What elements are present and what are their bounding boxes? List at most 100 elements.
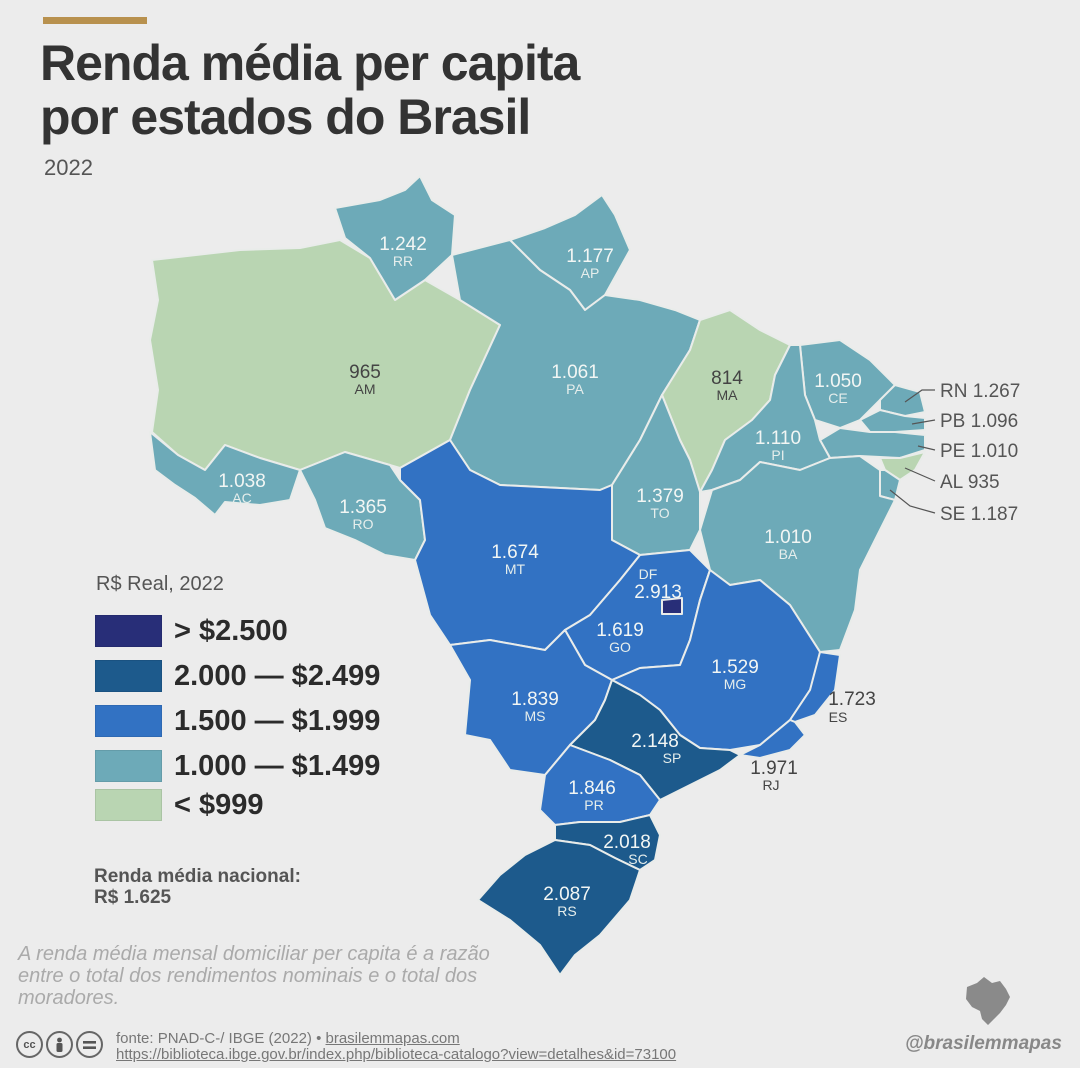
callout-line-AL: [904, 467, 936, 482]
abbr-ES: ES: [829, 709, 848, 725]
legend-item-gt-2500: > $2.500: [95, 614, 288, 648]
callout-line-SE: [889, 489, 936, 514]
callout-line-RN: [904, 389, 935, 403]
legend-item-1500-1999: 1.500 — $1.999: [95, 704, 380, 738]
legend-item-1000-1499: 1.000 — $1.499: [95, 749, 380, 783]
value-AM: 965: [349, 362, 381, 383]
cc-icon: cc: [16, 1031, 43, 1058]
source-credit: fonte: PNAD-C-/ IBGE (2022) • brasilemma…: [116, 1031, 676, 1063]
abbr-PR: PR: [584, 797, 603, 813]
value-AC: 1.038: [218, 471, 266, 492]
state-RR: [334, 175, 456, 301]
callout-RN: RN 1.267: [940, 381, 1020, 402]
label-SC: 2.018 SC: [603, 832, 651, 867]
value-DF: 2.913: [634, 582, 682, 603]
legend-swatch: [95, 750, 162, 782]
label-ES: 1.723 ES: [828, 689, 876, 725]
abbr-MS: MS: [525, 708, 546, 724]
value-BA: 1.010: [764, 527, 812, 548]
abbr-PA: PA: [566, 381, 584, 397]
callout-PB: PB 1.096: [940, 411, 1018, 432]
value-PI: 1.110: [755, 428, 801, 449]
state-ES: [789, 651, 841, 723]
label-RS: 2.087 RS: [543, 884, 591, 919]
abbr-SP: SP: [663, 750, 682, 766]
legend-label: > $2.500: [174, 614, 288, 647]
value-GO: 1.619: [596, 620, 644, 641]
legend-label: 2.000 — $2.499: [174, 659, 381, 692]
national-average-label: Renda média nacional:: [94, 866, 301, 887]
value-RO: 1.365: [339, 497, 387, 518]
abbr-MT: MT: [505, 561, 526, 577]
abbr-PI: PI: [771, 447, 784, 463]
state-RS: [477, 839, 641, 976]
legend-label: < $999: [174, 788, 264, 821]
year-subtitle: 2022: [44, 155, 93, 180]
title-line-1: Renda média per capita: [40, 35, 580, 91]
value-RR: 1.242: [379, 234, 427, 255]
abbr-GO: GO: [609, 639, 631, 655]
abbr-RS: RS: [557, 903, 576, 919]
legend-label: 1.500 — $1.999: [174, 704, 381, 737]
label-TO: 1.379 TO: [636, 486, 684, 521]
value-SP: 2.148: [631, 731, 679, 752]
abbr-CE: CE: [828, 390, 847, 406]
label-GO: 1.619 GO: [596, 620, 644, 655]
legend-item-2000-2499: 2.000 — $2.499: [95, 659, 380, 693]
legend-item-lt-999: < $999: [95, 788, 264, 822]
legend-swatch: [95, 705, 162, 737]
social-handle: @brasilemmapas: [905, 1033, 1062, 1054]
abbr-BA: BA: [779, 546, 798, 562]
source-text: fonte: PNAD-C-/ IBGE (2022) •: [116, 1030, 326, 1047]
callout-SE: SE 1.187: [940, 504, 1018, 525]
abbr-MG: MG: [724, 676, 747, 692]
abbr-RJ: RJ: [762, 777, 779, 793]
value-MG: 1.529: [711, 657, 759, 678]
label-AP: 1.177 AP: [566, 246, 614, 281]
abbr-SC: SC: [628, 851, 647, 867]
legend-swatch: [95, 789, 162, 821]
label-PA: 1.061 PA: [551, 362, 599, 397]
national-average: Renda média nacional: R$ 1.625: [94, 866, 301, 908]
nd-icon: [76, 1031, 103, 1058]
callout-line-PE: [917, 445, 936, 451]
page-title: Renda média per capita por estados do Br…: [40, 35, 580, 145]
label-AM: 965 AM: [349, 362, 381, 397]
value-AP: 1.177: [566, 246, 614, 267]
label-RJ: 1.971 RJ: [750, 758, 798, 793]
value-ES: 1.723: [828, 689, 876, 710]
label-PR: 1.846 PR: [568, 778, 616, 813]
legend-swatch: [95, 660, 162, 692]
source-url-link[interactable]: https://biblioteca.ibge.gov.br/index.php…: [116, 1046, 677, 1063]
label-MG: 1.529 MG: [711, 657, 759, 692]
value-TO: 1.379: [636, 486, 684, 507]
state-DF: [661, 597, 683, 615]
legend-title: R$ Real, 2022: [96, 573, 224, 595]
source-site-link[interactable]: brasilemmapas.com: [325, 1030, 460, 1047]
title-accent-bar: [43, 17, 147, 24]
value-CE: 1.050: [814, 371, 862, 392]
by-icon: [46, 1031, 73, 1058]
state-PE: [819, 427, 926, 459]
title-line-2: por estados do Brasil: [40, 89, 531, 145]
state-SP: [569, 679, 741, 801]
label-MS: 1.839 MS: [511, 689, 559, 724]
label-DF: DF 2.913: [634, 566, 682, 603]
label-CE: 1.050 CE: [814, 371, 862, 406]
callout-line-PB: [911, 419, 936, 425]
label-SP: 2.148 SP: [631, 731, 681, 766]
abbr-TO: TO: [650, 505, 669, 521]
abbr-RR: RR: [393, 253, 413, 269]
license-icons: cc: [16, 1031, 103, 1058]
legend-swatch: [95, 615, 162, 647]
abbr-RO: RO: [353, 516, 374, 532]
value-PA: 1.061: [551, 362, 599, 383]
value-RJ: 1.971: [750, 758, 798, 779]
value-MT: 1.674: [491, 542, 539, 563]
national-average-value: R$ 1.625: [94, 887, 172, 908]
abbr-DF: DF: [639, 566, 658, 582]
value-RS: 2.087: [543, 884, 591, 905]
label-BA: 1.010 BA: [764, 527, 812, 562]
abbr-AM: AM: [355, 381, 376, 397]
